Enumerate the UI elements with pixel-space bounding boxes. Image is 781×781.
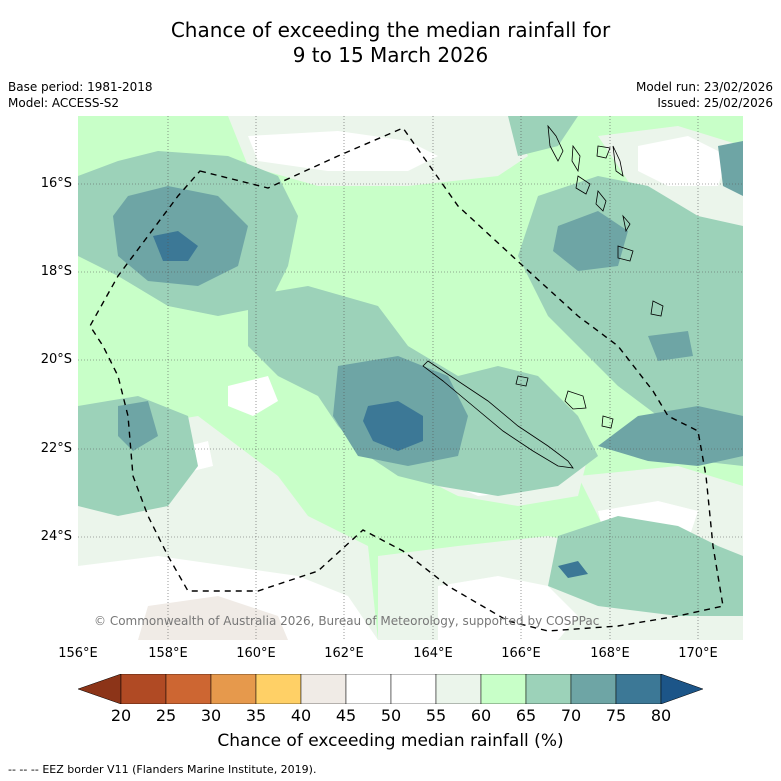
lon-label-170e: 170°E [678, 646, 718, 661]
colorbar-segment-55-60 [435, 674, 482, 704]
lon-label-168e: 168°E [590, 646, 630, 661]
lat-label-20s: 20°S [40, 352, 72, 367]
issued-date: Issued: 25/02/2026 [657, 96, 773, 110]
gridlines [78, 116, 743, 640]
vanuatu-islands [547, 124, 664, 317]
colorbar-tick-25: 25 [155, 706, 177, 725]
colorbar-tick-40: 40 [290, 706, 312, 725]
eez-border [89, 127, 724, 632]
colorbar-tick-70: 70 [560, 706, 582, 725]
lat-label-24s: 24°S [40, 529, 72, 544]
colorbar-extend-high [660, 674, 704, 704]
contours-75-80 [153, 231, 588, 578]
colorbar-segment-40-45 [300, 674, 347, 704]
colorbar-segment-70-75 [570, 674, 617, 704]
contours-40-45 [138, 596, 288, 640]
base-period: Base period: 1981-2018 [8, 80, 153, 94]
colorbar-tick-60: 60 [470, 706, 492, 725]
colorbar-tick-55: 55 [425, 706, 447, 725]
colorbar-segment-50-55 [390, 674, 437, 704]
colorbar-tick-35: 35 [245, 706, 267, 725]
model-run: Model run: 23/02/2026 [635, 80, 773, 94]
new-caledonia-island [422, 360, 574, 469]
lat-label-22s: 22°S [40, 441, 72, 456]
colorbar-extend-low [78, 674, 122, 704]
colorbar-tick-20: 20 [110, 706, 132, 725]
colorbar-tick-50: 50 [380, 706, 402, 725]
contour-layer [78, 116, 743, 640]
lon-label-162e: 162°E [324, 646, 364, 661]
lat-label-18s: 18°S [40, 264, 72, 279]
colorbar-title: Chance of exceeding median rainfall (%) [217, 731, 564, 751]
loyalty-islands [515, 375, 614, 429]
colorbar-segment-75-80 [615, 674, 662, 704]
meta-right: Model run: 23/02/2026 Issued: 25/02/2026 [636, 79, 773, 111]
lon-label-156e: 156°E [58, 646, 98, 661]
eez-legend-text: EEZ border V11 (Flanders Marine Institut… [42, 763, 317, 776]
colorbar-segment-30-35 [210, 674, 257, 704]
copyright-notice: © Commonwealth of Australia 2026, Bureau… [94, 614, 600, 628]
colorbar-tick-80: 80 [650, 706, 672, 725]
rainfall-map: © Commonwealth of Australia 2026, Bureau… [78, 116, 743, 640]
title-line-1: Chance of exceeding the median rainfall … [170, 18, 611, 42]
lon-label-160e: 160°E [236, 646, 276, 661]
colorbar-segment-25-30 [165, 674, 212, 704]
colorbar-segment-65-70 [525, 674, 572, 704]
lon-label-166e: 166°E [501, 646, 541, 661]
eez-legend: -- -- -- EEZ border V11 (Flanders Marine… [8, 763, 316, 776]
colorbar-segment-45-50 [345, 674, 392, 704]
lon-label-158e: 158°E [148, 646, 188, 661]
colorbar-tick-65: 65 [515, 706, 537, 725]
islands [422, 124, 664, 469]
eez-legend-symbol: -- -- -- [8, 763, 39, 776]
map-title: Chance of exceeding the median rainfall … [0, 18, 781, 68]
meta-left: Base period: 1981-2018 Model: ACCESS-S2 [8, 79, 153, 111]
lat-label-16s: 16°S [40, 176, 72, 191]
colorbar-tick-45: 45 [335, 706, 357, 725]
title-line-2: 9 to 15 March 2026 [292, 43, 489, 67]
colorbar-tick-30: 30 [200, 706, 222, 725]
colorbar-segment-35-40 [255, 674, 302, 704]
model-name: Model: ACCESS-S2 [8, 96, 120, 110]
colorbar-segment-20-25 [120, 674, 167, 704]
colorbar [78, 674, 704, 704]
colorbar-tick-75: 75 [605, 706, 627, 725]
colorbar-segment-60-65 [480, 674, 527, 704]
contours-70-75 [113, 141, 743, 466]
lon-label-164e: 164°E [413, 646, 453, 661]
